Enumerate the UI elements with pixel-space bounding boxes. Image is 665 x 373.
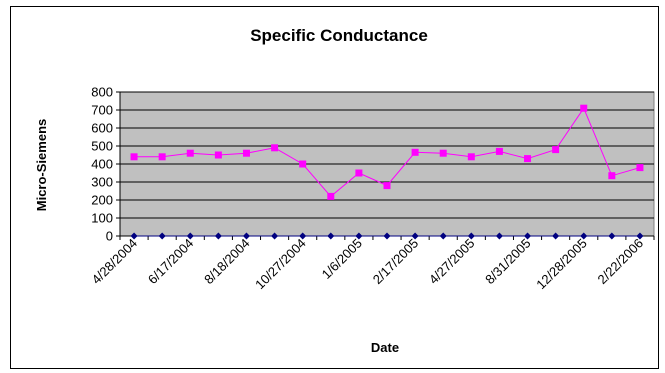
- data-point: [439, 232, 447, 240]
- gridlines: [120, 91, 654, 237]
- data-point: [242, 232, 250, 240]
- data-point: [608, 172, 616, 180]
- x-axis-ticks: 4/28/2004 6/17/2004 8/18/2004 10/27/2004 1/6…: [89, 236, 655, 293]
- data-point: [327, 192, 335, 200]
- data-point: [186, 232, 194, 240]
- y-tick-label: 400: [91, 157, 113, 172]
- data-point: [580, 104, 588, 112]
- data-point: [130, 232, 138, 240]
- data-point: [186, 149, 194, 157]
- data-point: [467, 232, 475, 240]
- x-axis-label: Date: [371, 340, 399, 355]
- data-point: [355, 169, 363, 177]
- data-point: [636, 232, 644, 240]
- data-point: [214, 232, 222, 240]
- x-tick-label: 1/6/2005: [319, 236, 365, 282]
- y-tick-label: 100: [91, 211, 113, 226]
- series-0: [130, 104, 644, 200]
- x-tick-label: 2/17/2005: [370, 236, 422, 288]
- data-point: [552, 232, 560, 240]
- data-point: [271, 144, 279, 152]
- y-tick-label: 800: [91, 85, 113, 100]
- data-point: [214, 151, 222, 159]
- y-axis-ticks: 0 100 200 300 400 500 600 700 800: [91, 85, 121, 244]
- chart-title: Specific Conductance: [250, 26, 428, 45]
- series-1: [130, 232, 644, 240]
- y-tick-label: 600: [91, 121, 113, 136]
- data-point: [524, 232, 532, 240]
- data-point: [383, 182, 391, 190]
- data-point: [158, 153, 166, 161]
- x-tick-label: 12/28/2005: [533, 236, 590, 293]
- data-point: [467, 153, 475, 161]
- data-point: [299, 232, 307, 240]
- data-point: [411, 148, 419, 156]
- data-point: [158, 232, 166, 240]
- y-tick-label: 200: [91, 193, 113, 208]
- data-point: [327, 232, 335, 240]
- x-tick-label: 8/18/2004: [201, 236, 253, 288]
- x-tick-label: 4/27/2005: [426, 236, 478, 288]
- y-tick-label: 0: [106, 229, 113, 244]
- data-point: [383, 232, 391, 240]
- x-tick-label: 10/27/2004: [252, 236, 309, 293]
- y-tick-label: 500: [91, 139, 113, 154]
- data-point: [439, 149, 447, 157]
- data-point: [271, 232, 279, 240]
- data-point: [608, 232, 616, 240]
- y-axis-label: Micro-Siemens: [34, 119, 49, 211]
- data-point: [495, 147, 503, 155]
- data-point: [411, 232, 419, 240]
- data-point: [130, 153, 138, 161]
- data-point: [299, 160, 307, 168]
- y-tick-label: 700: [91, 103, 113, 118]
- data-point: [636, 164, 644, 172]
- x-tick-label: 8/31/2005: [482, 236, 534, 288]
- series-layer: [130, 104, 644, 240]
- data-point: [580, 232, 588, 240]
- x-tick-label: 2/22/2006: [595, 236, 647, 288]
- data-point: [552, 146, 560, 154]
- x-tick-label: 4/28/2004: [89, 236, 141, 288]
- data-point: [495, 232, 503, 240]
- data-point: [524, 155, 532, 163]
- x-tick-label: 6/17/2004: [145, 236, 197, 288]
- data-point: [242, 149, 250, 157]
- data-point: [355, 232, 363, 240]
- y-tick-label: 300: [91, 175, 113, 190]
